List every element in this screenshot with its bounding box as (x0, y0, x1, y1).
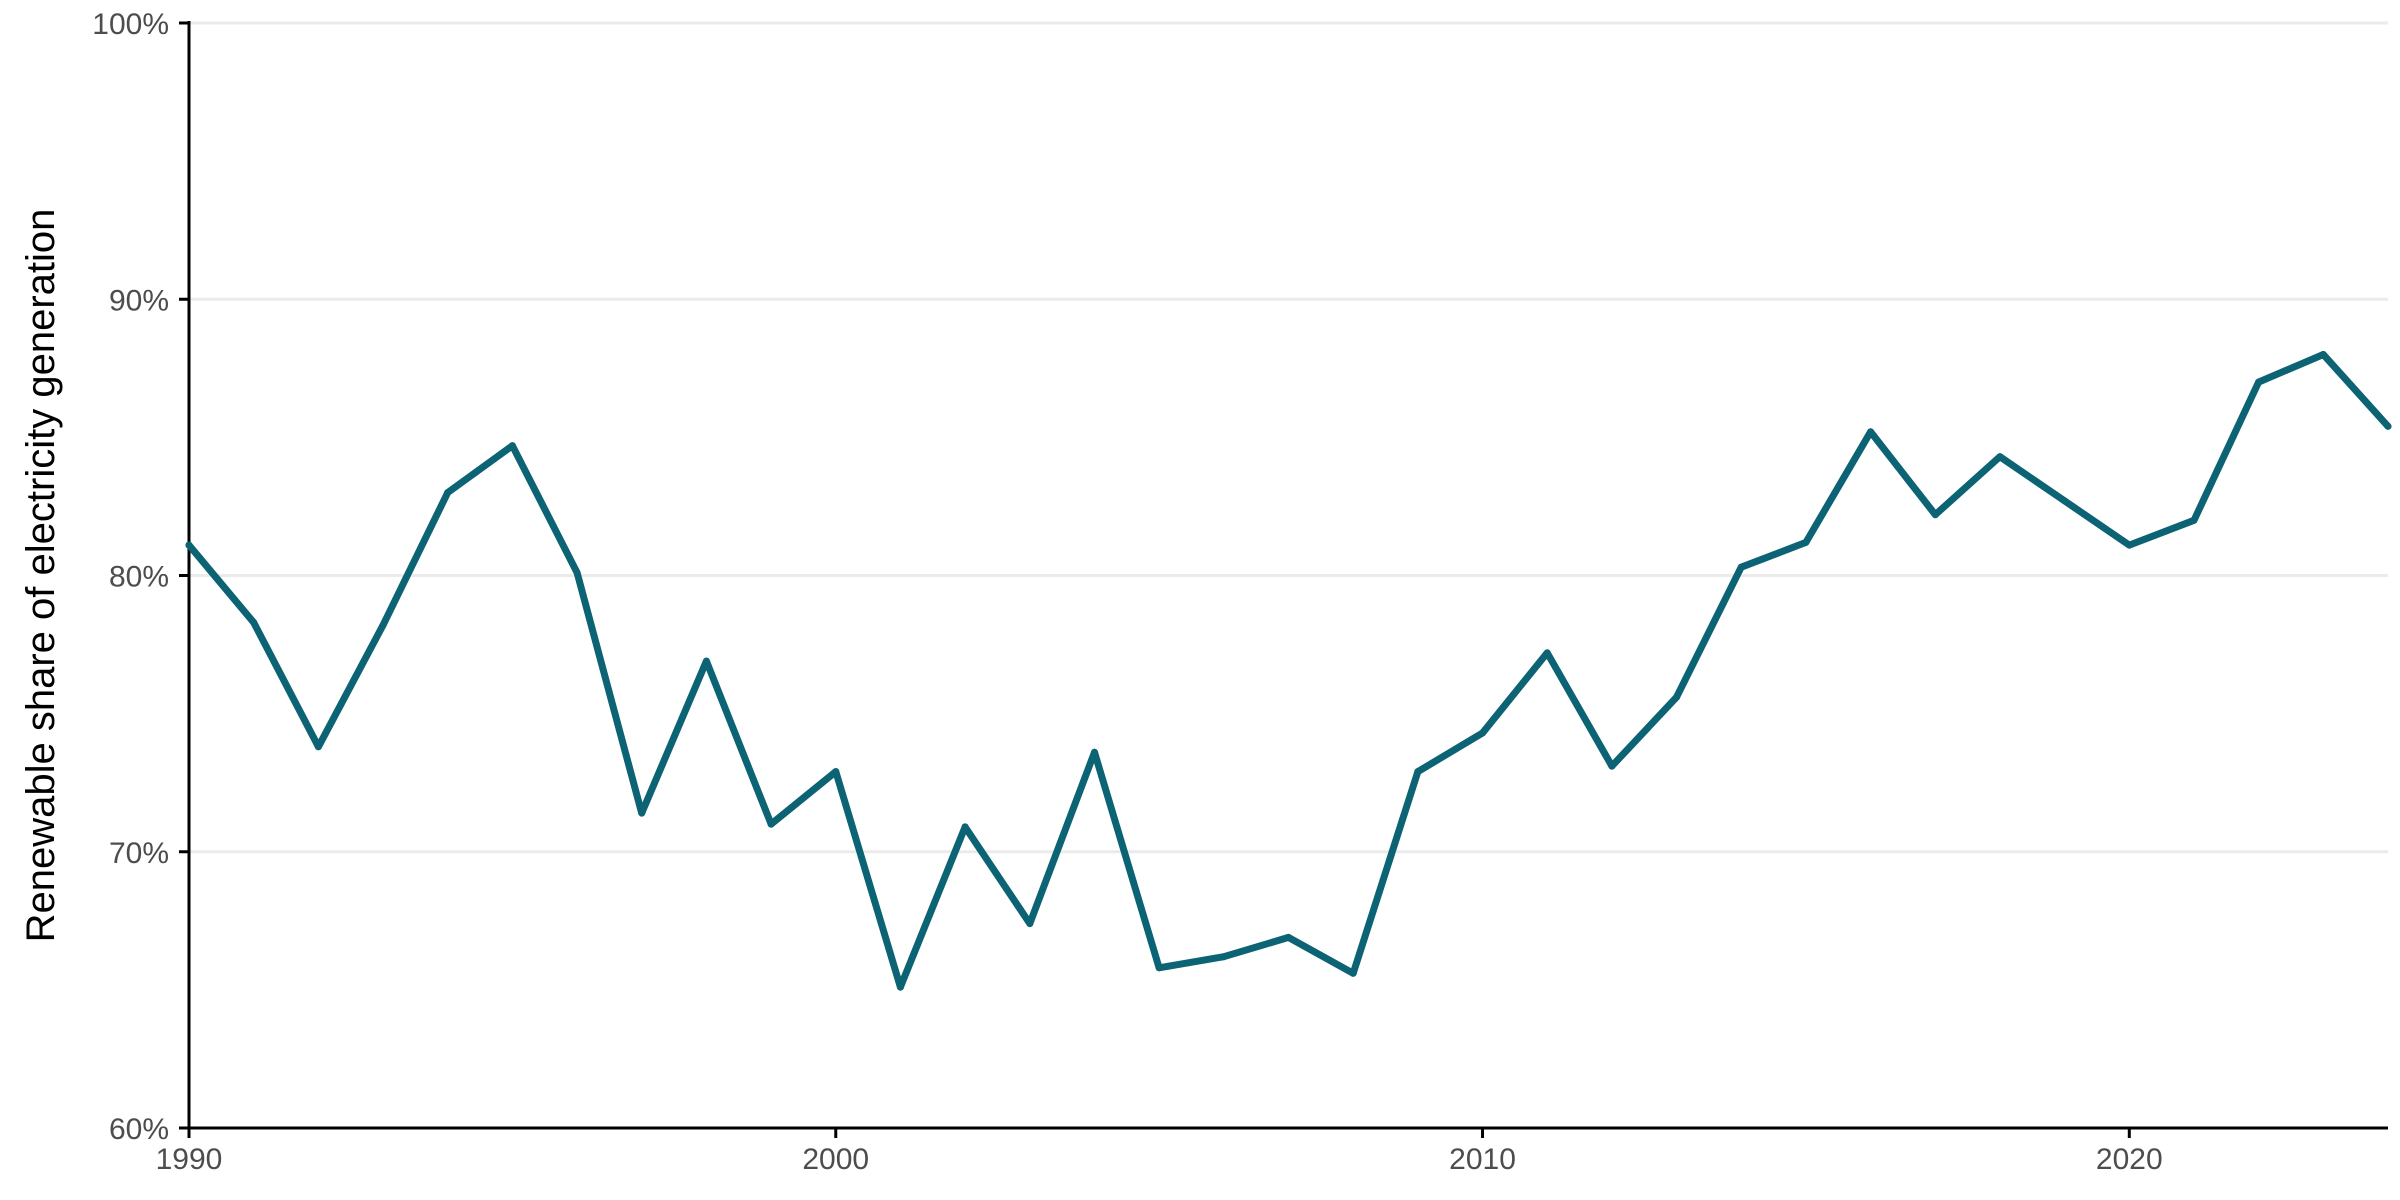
data-point (2125, 541, 2133, 549)
data-point (2255, 378, 2263, 386)
data-point (444, 489, 452, 497)
x-tick-label: 2020 (2096, 1143, 2163, 1176)
grid-layer (189, 21, 2388, 854)
series-layer (185, 351, 2392, 991)
data-point (1414, 768, 1422, 776)
series-line (185, 351, 2392, 991)
data-point (1737, 563, 1745, 571)
data-point (1349, 969, 1357, 977)
data-point (1026, 920, 1034, 928)
data-point (961, 823, 969, 831)
data-point (1996, 453, 2004, 461)
y-tick-label: 70% (109, 837, 169, 870)
data-point (2319, 351, 2327, 358)
data-point (1867, 428, 1875, 436)
data-point (2190, 516, 2198, 524)
data-point (379, 621, 387, 629)
data-point (185, 541, 193, 549)
y-tick-label: 60% (109, 1113, 169, 1146)
data-point (2061, 497, 2069, 505)
data-point (1673, 693, 1681, 701)
data-point (1220, 953, 1228, 961)
y-tick-label: 80% (109, 561, 169, 594)
data-point (250, 618, 258, 626)
data-point (1479, 729, 1487, 737)
data-point (1543, 649, 1551, 657)
data-point (638, 809, 646, 817)
data-point (508, 442, 516, 450)
y-axis-title: Renewable share of electricity generatio… (19, 209, 63, 943)
data-point (832, 768, 840, 776)
data-point (573, 569, 581, 577)
data-point (1608, 762, 1616, 770)
y-tick-label: 100% (92, 8, 169, 41)
x-tick-label: 1990 (156, 1143, 223, 1176)
data-point (2384, 422, 2392, 430)
axis-layer: 60% 70% 80% 90% 100% 1990 2000 2010 2020 (92, 8, 2388, 1176)
data-point (1155, 964, 1163, 972)
data-point (1285, 933, 1292, 941)
data-point (1090, 748, 1098, 756)
data-point (767, 820, 775, 828)
y-tick-label: 90% (109, 284, 169, 317)
data-point (314, 743, 322, 751)
x-tick-label: 2010 (1449, 1143, 1516, 1176)
data-point (1931, 511, 1939, 519)
data-point (1802, 538, 1810, 546)
data-point (702, 657, 710, 665)
x-tick-label: 2000 (802, 1143, 869, 1176)
data-point (896, 983, 904, 991)
